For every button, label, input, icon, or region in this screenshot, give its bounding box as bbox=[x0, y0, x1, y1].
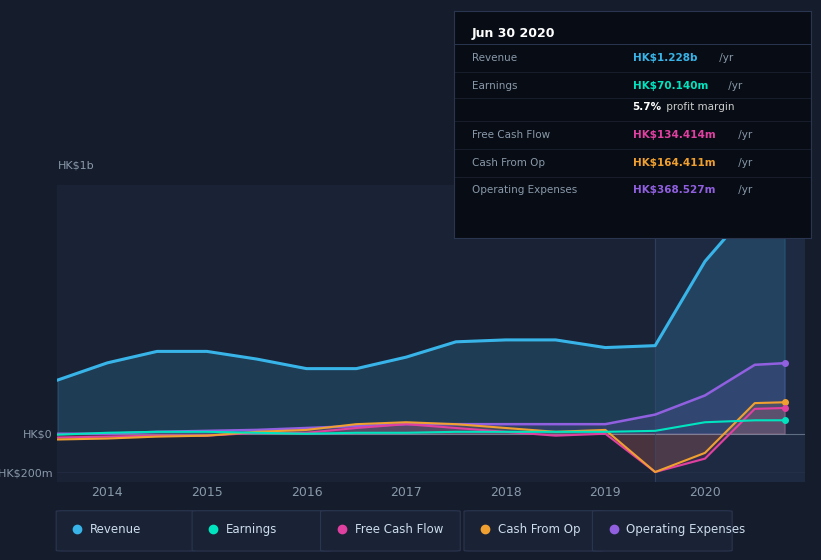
FancyBboxPatch shape bbox=[192, 511, 332, 551]
FancyBboxPatch shape bbox=[56, 511, 196, 551]
Text: Earnings: Earnings bbox=[472, 81, 517, 91]
Text: 5.7%: 5.7% bbox=[633, 102, 662, 112]
Text: Jun 30 2020: Jun 30 2020 bbox=[472, 27, 555, 40]
Text: HK$1b: HK$1b bbox=[57, 161, 94, 171]
Text: Revenue: Revenue bbox=[472, 53, 517, 63]
FancyBboxPatch shape bbox=[593, 511, 732, 551]
Text: profit margin: profit margin bbox=[663, 102, 735, 112]
Text: Earnings: Earnings bbox=[226, 522, 277, 536]
Text: /yr: /yr bbox=[735, 130, 752, 140]
Text: HK$70.140m: HK$70.140m bbox=[633, 81, 708, 91]
FancyBboxPatch shape bbox=[464, 511, 603, 551]
Text: /yr: /yr bbox=[716, 53, 733, 63]
Text: HK$1.228b: HK$1.228b bbox=[633, 53, 697, 63]
Text: Operating Expenses: Operating Expenses bbox=[472, 185, 577, 195]
Text: /yr: /yr bbox=[735, 158, 752, 167]
Text: Cash From Op: Cash From Op bbox=[472, 158, 545, 167]
Text: HK$368.527m: HK$368.527m bbox=[633, 185, 715, 195]
Text: HK$134.414m: HK$134.414m bbox=[633, 130, 715, 140]
Text: Free Cash Flow: Free Cash Flow bbox=[355, 522, 443, 536]
Text: /yr: /yr bbox=[735, 185, 752, 195]
Bar bbox=[655, 185, 805, 482]
Text: Operating Expenses: Operating Expenses bbox=[626, 522, 745, 536]
Text: Free Cash Flow: Free Cash Flow bbox=[472, 130, 550, 140]
Text: Revenue: Revenue bbox=[90, 522, 141, 536]
Text: Cash From Op: Cash From Op bbox=[498, 522, 580, 536]
Text: HK$164.411m: HK$164.411m bbox=[633, 158, 715, 167]
Text: /yr: /yr bbox=[726, 81, 743, 91]
FancyBboxPatch shape bbox=[320, 511, 461, 551]
